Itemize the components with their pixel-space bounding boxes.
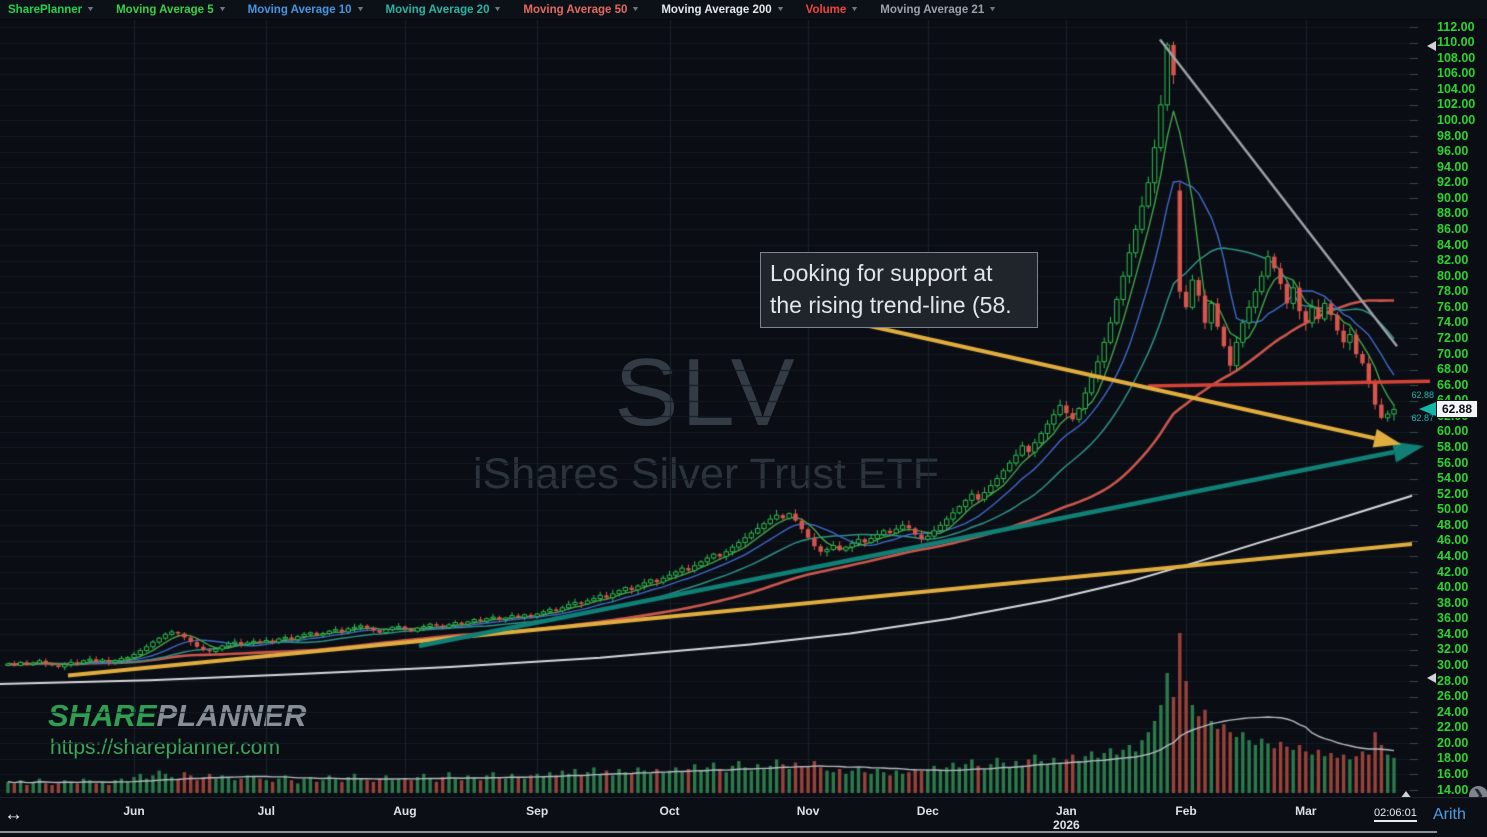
toolbar-item-label: Moving Average 50	[523, 3, 628, 16]
price-chart-canvas[interactable]	[0, 20, 1487, 797]
indicator-toolbar: SharePlanner ▼ Moving Average 5 ▼ Moving…	[0, 0, 1487, 20]
time-axis-month-label: Nov	[796, 804, 820, 818]
toolbar-item-label: Moving Average 10	[247, 3, 352, 16]
time-axis-month-label: Oct	[659, 804, 680, 818]
dropdown-caret-icon: ▼	[217, 6, 227, 13]
time-axis-month-label: Aug	[393, 804, 417, 818]
countdown-timer: 02:06:01	[1374, 807, 1417, 822]
toolbar-item-shareplanner[interactable]: SharePlanner ▼	[8, 3, 96, 16]
toolbar-item-volume[interactable]: Volume ▼	[805, 3, 860, 16]
toolbar-item-label: SharePlanner	[8, 3, 83, 16]
time-axis[interactable]: ↔ Jun Jul Aug Sep Oct Nov Dec Jan 2026 Feb Mar 02:…	[0, 797, 1487, 837]
horizontal-scrollbar[interactable]	[0, 831, 1437, 833]
time-axis-month-label: Mar	[1295, 804, 1317, 818]
dropdown-caret-icon: ▼	[493, 6, 503, 13]
dropdown-caret-icon: ▼	[850, 6, 860, 13]
toolbar-item-ma10[interactable]: Moving Average 10 ▼	[247, 3, 365, 16]
dropdown-caret-icon: ▼	[86, 6, 96, 13]
dropdown-caret-icon: ▼	[355, 6, 365, 13]
annotation-note-line: Looking for support at	[770, 260, 993, 286]
time-axis-month-label: Dec	[916, 804, 939, 818]
dropdown-caret-icon: ▼	[988, 6, 998, 13]
time-axis-month-label: Jul	[257, 804, 275, 818]
time-axis-month-label: Feb	[1175, 804, 1197, 818]
toolbar-item-label: Volume	[805, 3, 847, 16]
toolbar-item-label: Moving Average 5	[116, 3, 214, 16]
range-high-marker-icon	[1427, 40, 1436, 51]
toolbar-item-ma200[interactable]: Moving Average 200 ▼	[661, 3, 785, 16]
ask-price-label: 62.88	[1411, 390, 1434, 401]
dropdown-caret-icon: ▼	[775, 6, 785, 13]
scroll-right-button[interactable]: ❯	[1469, 786, 1487, 797]
chart-plot-area[interactable]: SLV iShares Silver Trust ETF SHAREPLANNE…	[0, 20, 1487, 797]
time-axis-month-label: Sep	[526, 804, 549, 818]
volume-marker-icon	[1400, 791, 1412, 797]
toolbar-item-label: Moving Average 20	[385, 3, 490, 16]
annotation-note[interactable]: Looking for support at the rising trend-…	[760, 252, 1038, 328]
toolbar-item-ma21[interactable]: Moving Average 21 ▼	[880, 3, 998, 16]
range-low-marker-icon	[1427, 672, 1436, 683]
last-price-tag: 62.88	[1436, 400, 1478, 419]
time-axis-year-label: 2026	[1053, 818, 1080, 832]
toolbar-item-label: Moving Average 21	[880, 3, 985, 16]
toolbar-item-ma5[interactable]: Moving Average 5 ▼	[116, 3, 227, 16]
dropdown-caret-icon: ▼	[631, 6, 641, 13]
toolbar-item-ma20[interactable]: Moving Average 20 ▼	[385, 3, 503, 16]
toolbar-item-ma50[interactable]: Moving Average 50 ▼	[523, 3, 641, 16]
bar-spacing-icon[interactable]: ↔	[4, 804, 23, 825]
annotation-note-line: the rising trend-line (58.	[770, 292, 1012, 318]
toolbar-item-label: Moving Average 200	[661, 3, 772, 16]
time-axis-month-label: Jan	[1056, 804, 1077, 818]
scale-mode-label[interactable]: Arith	[1433, 806, 1466, 823]
bid-price-label: 62.87	[1411, 413, 1434, 424]
last-price-arrow-icon	[1419, 402, 1436, 417]
time-axis-month-label: Jun	[123, 804, 145, 818]
